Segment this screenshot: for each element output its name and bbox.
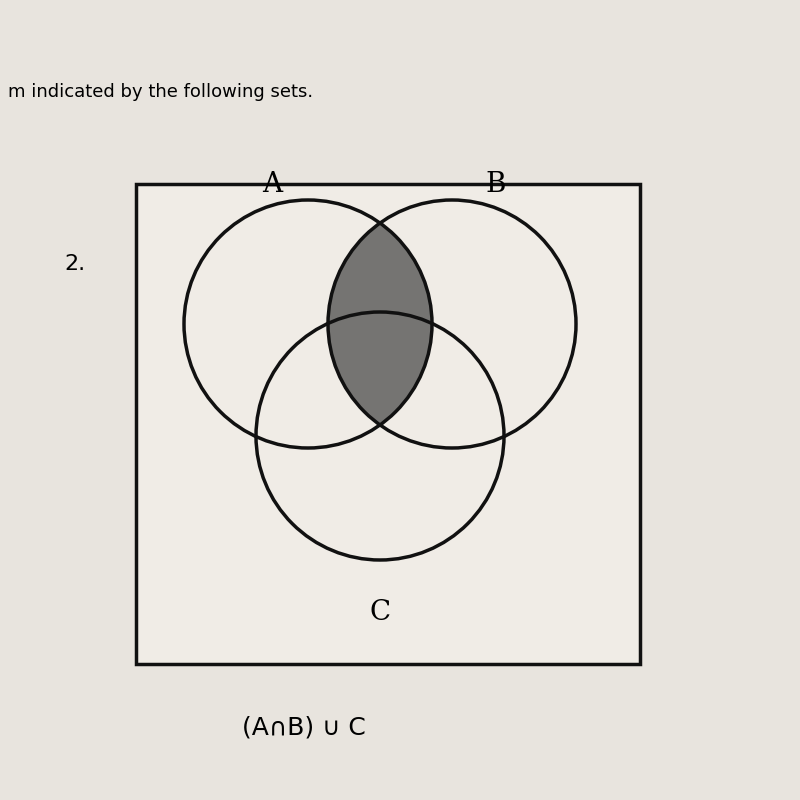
Text: C: C: [370, 598, 390, 626]
Text: B: B: [486, 170, 506, 198]
Text: 2.: 2.: [64, 254, 85, 274]
Text: A: A: [262, 170, 282, 198]
Text: m indicated by the following sets.: m indicated by the following sets.: [8, 83, 313, 101]
Bar: [136, 184, 640, 664]
Text: (A∩B) ∪ C: (A∩B) ∪ C: [242, 716, 366, 740]
